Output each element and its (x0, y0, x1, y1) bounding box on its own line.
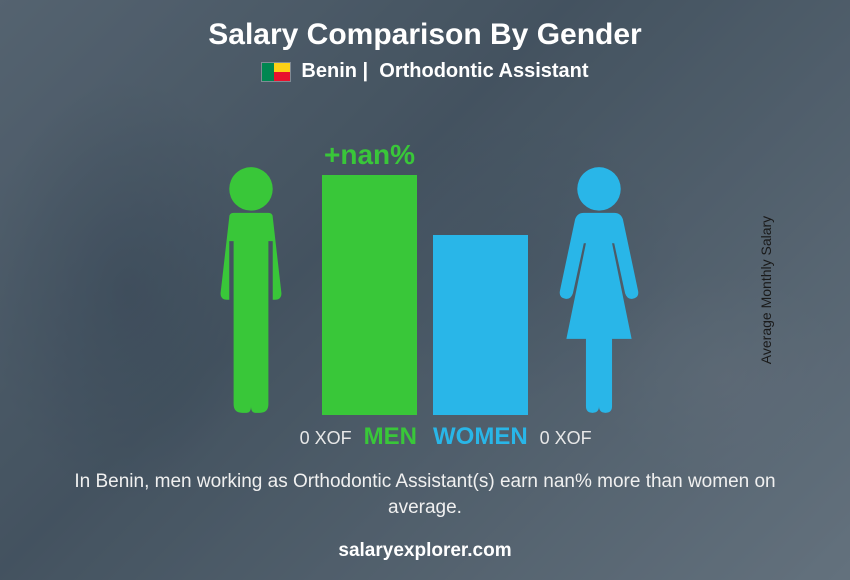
y-axis-label: Average Monthly Salary (758, 216, 774, 364)
men-value: 0 XOF (300, 428, 352, 449)
woman-icon (544, 165, 654, 415)
subtitle-text: Benin | Orthodontic Assistant (301, 60, 588, 83)
men-label: MEN (364, 423, 417, 451)
men-label-group: 0 XOF MEN (197, 423, 417, 451)
labels-row: 0 XOF MEN WOMEN 0 XOF (50, 423, 800, 451)
women-bar-col (433, 235, 528, 415)
women-value: 0 XOF (540, 428, 592, 449)
footer-source: salaryexplorer.com (338, 540, 511, 562)
subtitle-row: Benin | Orthodontic Assistant (261, 60, 588, 83)
difference-label: +nan% (324, 139, 415, 171)
summary-text: In Benin, men working as Orthodontic Ass… (50, 469, 800, 522)
women-icon-col (544, 165, 654, 415)
women-bar (433, 235, 528, 415)
man-icon (196, 165, 306, 415)
flag-stripe-top (274, 63, 291, 72)
men-icon-col (196, 165, 306, 415)
men-bar-col: +nan% (322, 139, 417, 415)
infographic-container: Salary Comparison By Gender Benin | Orth… (0, 0, 850, 580)
chart-area: +nan% (50, 93, 800, 415)
men-bar (322, 175, 417, 415)
women-label-group: WOMEN 0 XOF (433, 423, 653, 451)
main-title: Salary Comparison By Gender (208, 18, 641, 52)
flag-stripe-bottom (274, 72, 291, 81)
women-label: WOMEN (433, 423, 528, 451)
country-flag-icon (261, 62, 291, 82)
flag-stripe-left (262, 63, 273, 81)
